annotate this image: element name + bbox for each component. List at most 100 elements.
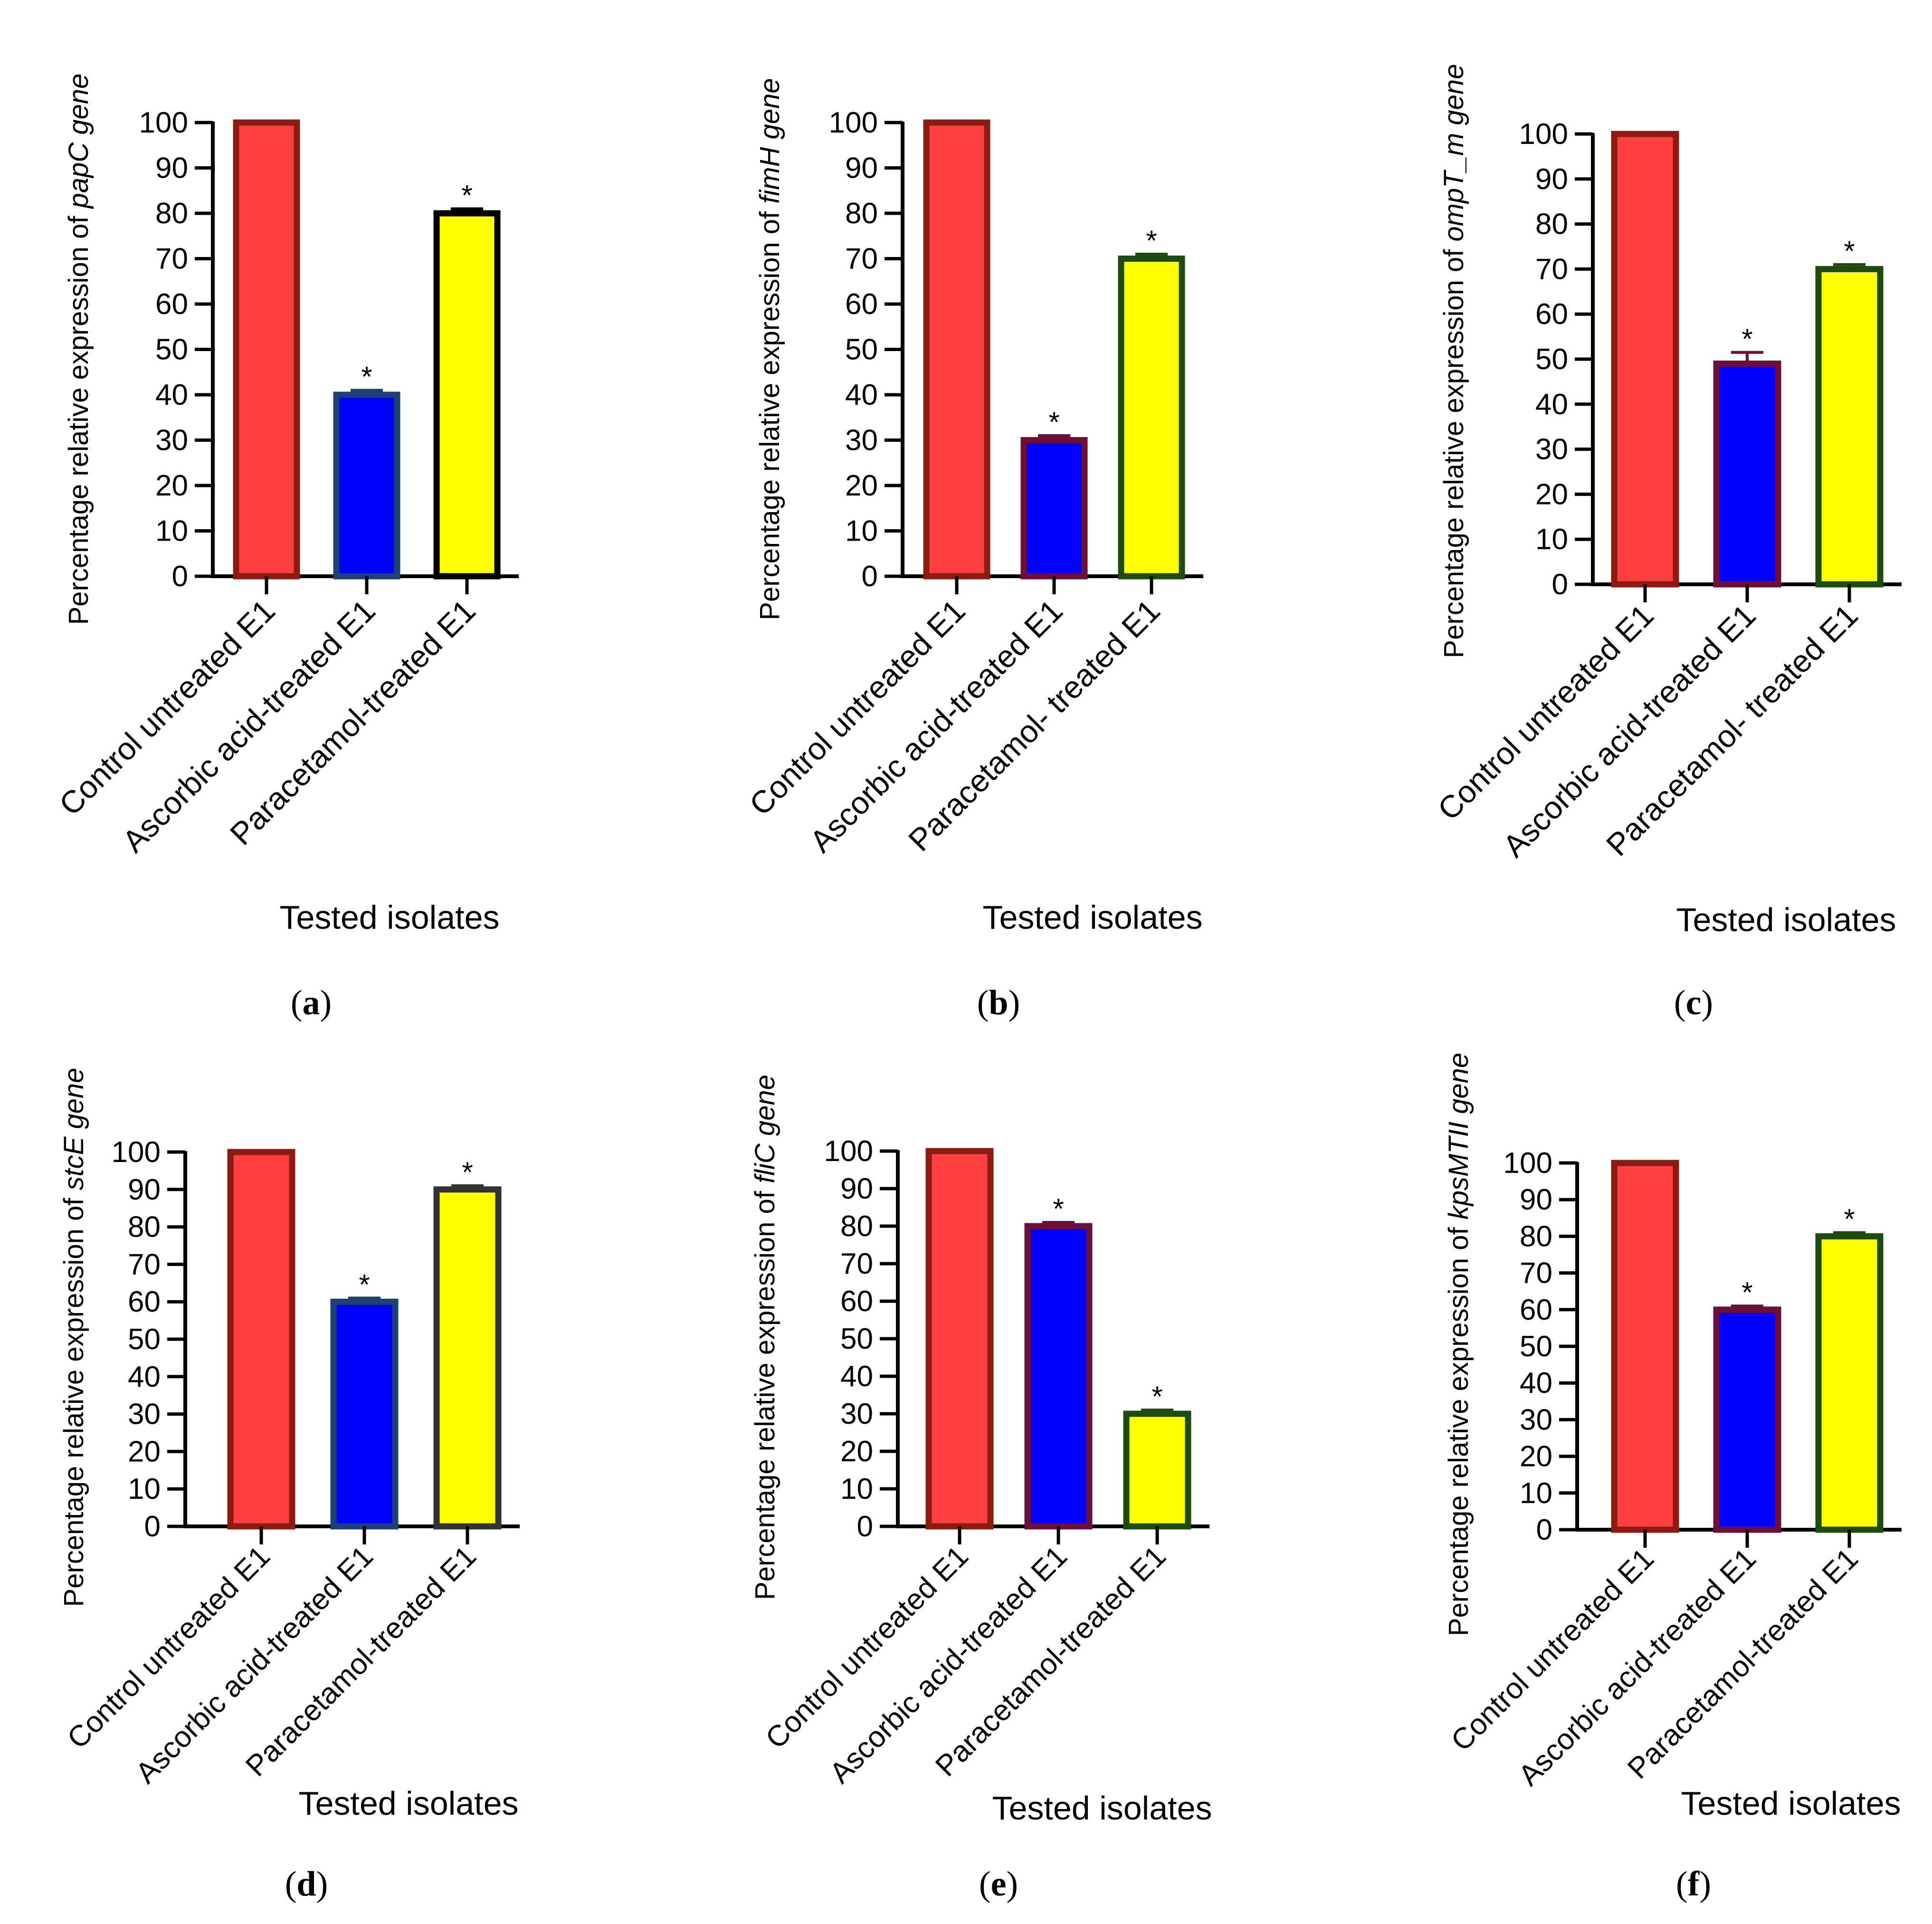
y-tick-label: 60 [1535,298,1568,331]
y-axis-title: Percentage relative expression of stcE g… [58,1068,89,1607]
x-axis-title: Tested isolates [1681,1785,1901,1822]
y-tick-label: 70 [128,1248,161,1281]
panel-label-letter: a [303,983,320,1022]
y-axis-title-gene: ompT_m [1438,133,1469,242]
x-axis-title: Tested isolates [992,1790,1212,1827]
y-tick-label: 100 [1504,1147,1552,1180]
panel-label: (d) [285,1865,328,1904]
y-tick-label: 10 [1535,523,1568,556]
significance-mark-3: * [1146,225,1157,257]
y-tick-label: 0 [857,1510,873,1543]
y-tick-label: 90 [840,1172,873,1205]
bar-2 [1713,360,1781,588]
bar-1 [1611,1160,1679,1533]
y-axis-title-prefix: Percentage relative expression of [750,1183,780,1600]
y-tick-label: 40 [845,379,878,411]
chart-panel-d: 0 10 20 30 40 50 60 70 80 90 100 Control untreated … [58,1068,520,1904]
y-tick-label: 80 [1535,208,1568,241]
y-tick-label: 100 [112,1136,161,1169]
y-tick-label: 80 [1520,1220,1552,1253]
y-tick-label: 30 [128,1398,161,1431]
y-tick-label: 20 [128,1435,161,1468]
y-axis-title-gene: fliC [750,1143,780,1183]
bar-3 [1815,266,1884,588]
bar-3 [1815,1233,1884,1533]
y-tick-label: 20 [1520,1440,1552,1473]
bar-1 [1611,131,1679,588]
y-tick-label: 0 [144,1510,161,1543]
x-axis-title: Tested isolates [982,899,1202,936]
y-tick-label: 0 [1536,1514,1552,1546]
y-tick-label: 40 [128,1361,161,1393]
y-tick-label: 30 [840,1398,873,1430]
panel-label-close: ) [320,983,332,1022]
y-tick-label: 30 [1535,433,1568,466]
significance-mark-2: * [359,1268,370,1300]
x-axis-title: Tested isolates [298,1785,518,1822]
y-tick-label: 80 [845,197,878,230]
y-axis-title-gene: stcE [58,1136,89,1190]
y-tick-label: 60 [1520,1294,1552,1326]
y-axis-title: Percentage relative expression of ompT_m… [1438,64,1469,658]
y-tick-label: 20 [1535,478,1568,511]
significance-mark-2: * [1053,1193,1064,1225]
panel-label-letter: f [1688,1865,1700,1904]
y-tick-label: 10 [840,1473,873,1505]
y-tick-label: 0 [862,560,878,593]
y-tick-label: 90 [845,152,878,185]
y-axis-title-prefix: Percentage relative expression of [1438,242,1469,658]
y-tick-label: 50 [1535,343,1568,376]
category-label-1: Control untreated E1 [1445,1542,1660,1757]
y-tick-label: 90 [155,152,188,185]
panel-label-open: ( [291,983,303,1022]
bar-1 [227,1149,295,1530]
y-axis-title-prefix: Percentage relative expression of [754,204,785,620]
y-tick-label: 0 [172,560,188,593]
panel-label-close: ) [1699,1865,1711,1904]
significance-mark-2: * [1048,406,1059,438]
y-tick-label: 80 [128,1211,161,1244]
y-tick-label: 10 [155,515,188,548]
panel-label-letter: e [991,1865,1007,1904]
panel-label-close: ) [316,1865,328,1904]
y-tick-label: 40 [840,1360,873,1393]
panel-label-open: ( [977,983,989,1022]
x-axis-title: Tested isolates [279,899,499,936]
y-axis-title: Percentage relative expression of fimH g… [754,78,785,620]
y-tick-label: 70 [1520,1257,1552,1290]
panel-label-open: ( [979,1865,991,1904]
significance-mark-2: * [1742,1276,1752,1308]
y-axis-title: Percentage relative expression of papC g… [63,74,94,625]
y-axis-title-suffix: gene [1438,64,1469,133]
y-tick-label: 80 [840,1210,873,1243]
x-axis-title: Tested isolates [1676,901,1896,938]
y-tick-label: 10 [1520,1477,1552,1510]
significance-mark-3: * [1844,235,1855,267]
y-tick-label: 70 [845,243,878,276]
panel-label-letter: d [296,1865,316,1904]
y-tick-label: 70 [155,243,188,276]
bar-2 [333,391,400,580]
y-tick-label: 100 [829,106,878,139]
y-tick-label: 100 [824,1135,873,1168]
panel-label-open: ( [1674,983,1686,1022]
bar-1 [233,119,300,580]
panel-label-letter: b [989,983,1008,1022]
significance-mark-3: * [1152,1381,1162,1412]
y-tick-label: 20 [155,469,188,502]
y-axis-title-prefix: Percentage relative expression of [63,208,94,625]
panel-label-letter: c [1686,983,1702,1022]
bar-1 [923,119,990,580]
panel-label-open: ( [285,1865,297,1904]
y-tick-label: 50 [840,1323,873,1355]
y-axis-title-gene: papC [63,142,94,210]
bar-3 [433,210,501,580]
panel-label: (a) [291,983,332,1022]
y-tick-label: 100 [1519,118,1568,151]
y-axis-title-suffix: gene [58,1068,89,1137]
y-tick-label: 30 [1520,1403,1552,1436]
y-axis-title: Percentage relative expression of fliC g… [750,1075,780,1600]
y-tick-label: 100 [139,106,188,139]
